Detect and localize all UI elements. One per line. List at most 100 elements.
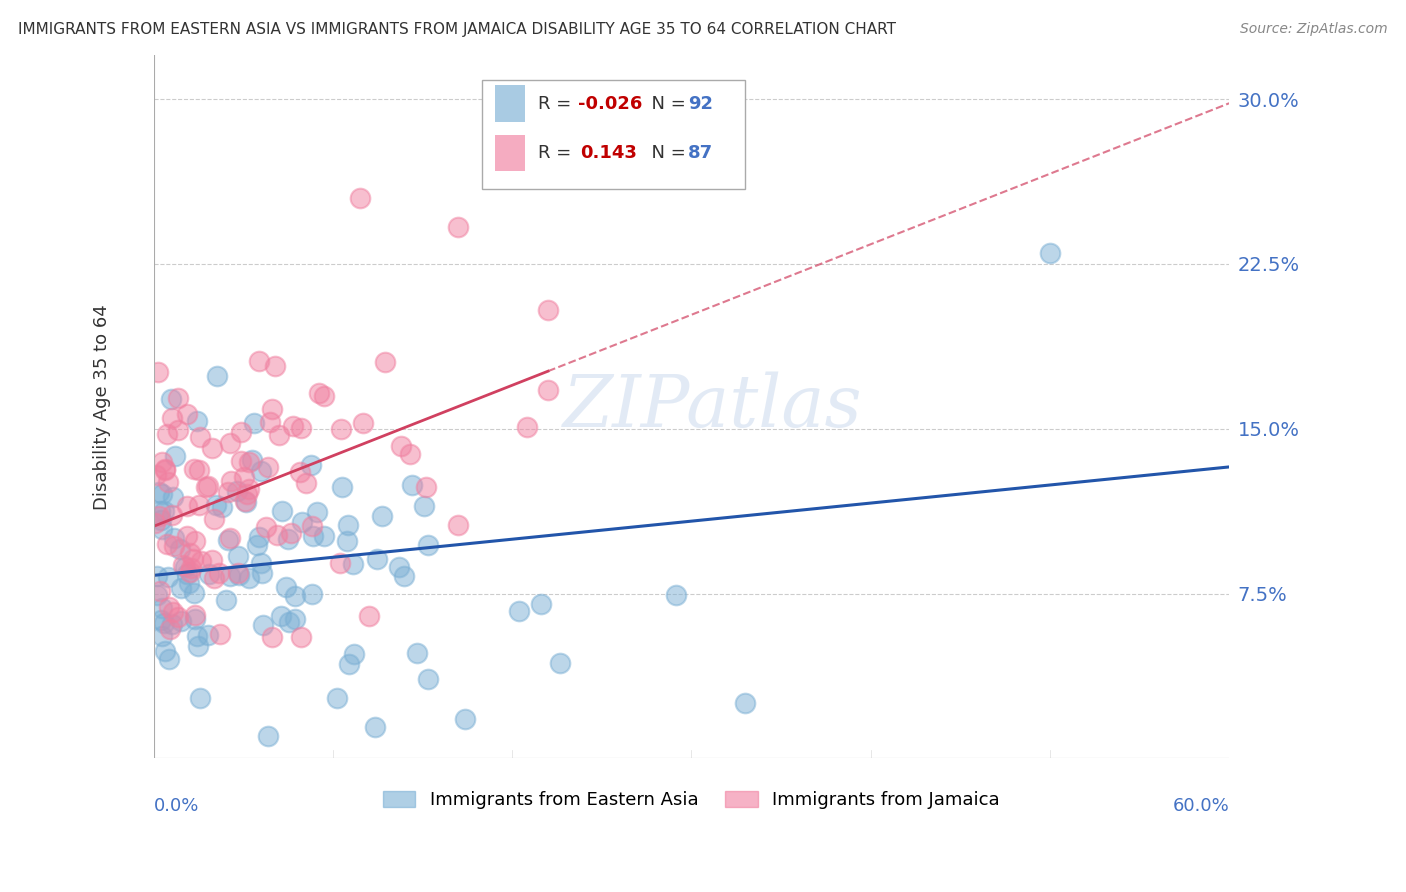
Text: R =: R = [537, 144, 582, 161]
Immigrants from Jamaica [329, 556, 352, 570]
Immigrants from Jamaica [163, 539, 186, 553]
Text: N =: N = [640, 95, 692, 112]
Immigrants from Jamaica [254, 519, 277, 533]
Immigrants from Eastern Asia [149, 504, 172, 518]
Immigrants from Eastern Asia [150, 513, 173, 527]
Immigrants from Eastern Asia [252, 566, 274, 580]
Immigrants from Eastern Asia [530, 597, 553, 611]
Immigrants from Eastern Asia [342, 557, 364, 571]
Immigrants from Eastern Asia [301, 587, 323, 601]
Immigrants from Jamaica [229, 454, 252, 468]
Immigrants from Eastern Asia [159, 651, 181, 665]
FancyBboxPatch shape [482, 79, 745, 189]
Immigrants from Jamaica [160, 410, 183, 425]
Immigrants from Jamaica [152, 455, 174, 469]
Immigrants from Jamaica [159, 622, 181, 636]
Immigrants from Eastern Asia [270, 609, 292, 624]
Immigrants from Jamaica [357, 608, 380, 623]
Immigrants from Jamaica [290, 420, 312, 434]
Immigrants from Jamaica [148, 366, 170, 380]
Immigrants from Eastern Asia [217, 533, 239, 547]
Immigrants from Eastern Asia [148, 484, 170, 499]
Immigrants from Jamaica [353, 416, 375, 430]
Immigrants from Jamaica [157, 599, 180, 614]
Immigrants from Eastern Asia [187, 639, 209, 653]
Immigrants from Jamaica [176, 529, 198, 543]
Immigrants from Jamaica [537, 303, 560, 318]
Immigrants from Eastern Asia [401, 478, 423, 492]
Immigrants from Eastern Asia [160, 617, 183, 632]
Text: 0.0%: 0.0% [153, 797, 200, 815]
Immigrants from Eastern Asia [242, 453, 264, 467]
Immigrants from Jamaica [149, 584, 172, 599]
Text: IMMIGRANTS FROM EASTERN ASIA VS IMMIGRANTS FROM JAMAICA DISABILITY AGE 35 TO 64 : IMMIGRANTS FROM EASTERN ASIA VS IMMIGRAN… [18, 22, 896, 37]
Immigrants from Jamaica [176, 408, 198, 422]
Immigrants from Eastern Asia [508, 604, 530, 618]
Immigrants from Jamaica [308, 386, 330, 401]
Immigrants from Jamaica [183, 534, 205, 549]
Text: 92: 92 [688, 95, 713, 112]
Immigrants from Eastern Asia [152, 601, 174, 615]
Immigrants from Eastern Asia [330, 480, 353, 494]
Immigrants from Jamaica [238, 454, 260, 468]
Immigrants from Eastern Asia [198, 566, 221, 581]
Immigrants from Eastern Asia [249, 556, 271, 570]
Immigrants from Jamaica [155, 462, 177, 476]
Immigrants from Jamaica [537, 383, 560, 397]
Immigrants from Jamaica [145, 468, 167, 483]
Immigrants from Eastern Asia [152, 522, 174, 536]
Immigrants from Jamaica [148, 508, 170, 523]
Immigrants from Eastern Asia [271, 504, 294, 518]
Immigrants from Jamaica [202, 512, 225, 526]
Bar [495, 86, 524, 122]
Text: 87: 87 [688, 144, 713, 161]
Immigrants from Eastern Asia [215, 592, 238, 607]
Immigrants from Jamaica [176, 499, 198, 513]
Immigrants from Jamaica [218, 436, 240, 450]
Immigrants from Jamaica [238, 482, 260, 496]
Immigrants from Eastern Asia [204, 499, 226, 513]
Immigrants from Eastern Asia [247, 530, 270, 544]
Text: N =: N = [640, 144, 692, 161]
Immigrants from Jamaica [183, 608, 205, 623]
Bar [495, 135, 524, 171]
Immigrants from Eastern Asia [405, 646, 427, 660]
Immigrants from Jamaica [188, 498, 211, 512]
Immigrants from Eastern Asia [165, 449, 187, 463]
Immigrants from Eastern Asia [153, 644, 176, 658]
Immigrants from Eastern Asia [170, 581, 193, 595]
Immigrants from Jamaica [267, 428, 290, 442]
Immigrants from Jamaica [167, 423, 190, 437]
Immigrants from Eastern Asia [153, 504, 176, 518]
Immigrants from Eastern Asia [150, 629, 173, 643]
Immigrants from Jamaica [516, 420, 538, 434]
Immigrants from Jamaica [201, 553, 224, 567]
Immigrants from Jamaica [329, 422, 352, 436]
Immigrants from Eastern Asia [326, 691, 349, 706]
Immigrants from Eastern Asia [284, 612, 307, 626]
Immigrants from Jamaica [264, 359, 287, 373]
Immigrants from Eastern Asia [149, 613, 172, 627]
Immigrants from Jamaica [288, 465, 311, 479]
Immigrants from Eastern Asia [276, 580, 298, 594]
Immigrants from Jamaica [259, 415, 281, 429]
Immigrants from Jamaica [195, 480, 218, 494]
Immigrants from Jamaica [260, 401, 283, 416]
Immigrants from Eastern Asia [291, 516, 314, 530]
Legend: Immigrants from Eastern Asia, Immigrants from Jamaica: Immigrants from Eastern Asia, Immigrants… [375, 783, 1007, 816]
Immigrants from Eastern Asia [162, 491, 184, 505]
Immigrants from Jamaica [208, 566, 231, 580]
Immigrants from Jamaica [280, 526, 302, 541]
Immigrants from Eastern Asia [184, 611, 207, 625]
Immigrants from Eastern Asia [734, 697, 756, 711]
Immigrants from Jamaica [208, 627, 231, 641]
Immigrants from Jamaica [156, 426, 179, 441]
Immigrants from Eastern Asia [548, 657, 571, 671]
Immigrants from Jamaica [389, 439, 412, 453]
Immigrants from Eastern Asia [188, 690, 211, 705]
Immigrants from Eastern Asia [153, 616, 176, 631]
Immigrants from Jamaica [281, 419, 304, 434]
Immigrants from Jamaica [160, 508, 183, 522]
Immigrants from Eastern Asia [299, 458, 322, 473]
Immigrants from Jamaica [179, 546, 201, 560]
